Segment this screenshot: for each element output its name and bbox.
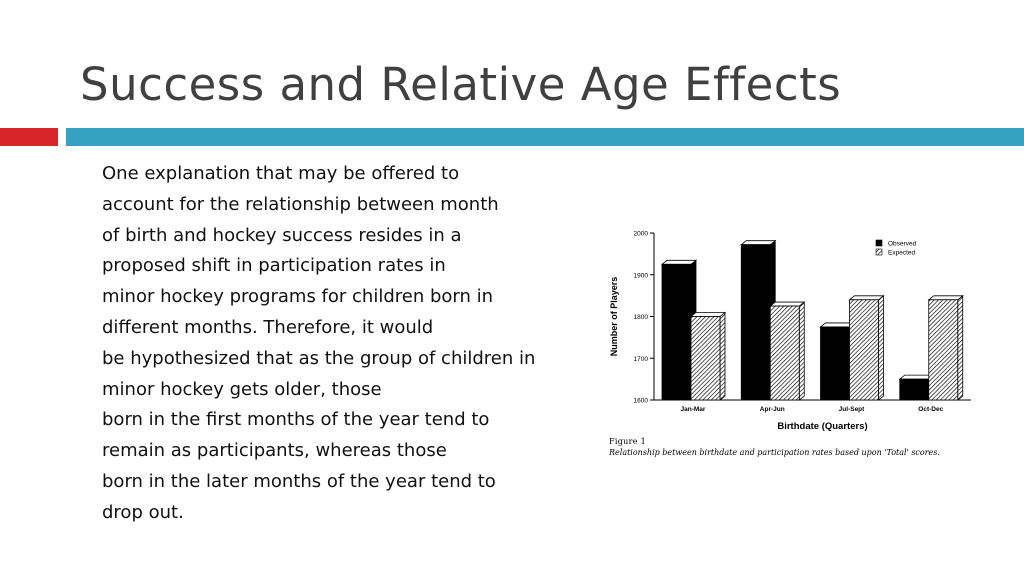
- body-line: remain as participants, whereas those: [102, 440, 447, 462]
- bar-top: [848, 295, 885, 301]
- body-text: One explanation that may be offered to a…: [102, 159, 602, 529]
- slide-title: Success and Relative Age Effects: [80, 58, 842, 111]
- legend-swatch: [875, 239, 883, 247]
- y-axis-label: Number of Players: [609, 277, 619, 357]
- y-tick-label: 1800: [634, 314, 649, 321]
- y-tick-label: 2000: [634, 231, 649, 238]
- bar-side: [878, 294, 884, 401]
- bar-top: [689, 312, 727, 317]
- bar-expected: [769, 305, 800, 401]
- body-line: One explanation that may be offered to: [102, 163, 460, 184]
- bar-top: [927, 295, 964, 301]
- body-line: of birth and hockey success resides in a: [102, 224, 462, 246]
- accent-bar-blue: [66, 128, 1024, 146]
- body-line: drop out.: [102, 501, 184, 523]
- body-line: proposed shift in participation rates in: [102, 255, 446, 277]
- bar-top: [769, 301, 806, 307]
- bar-top: [660, 259, 698, 265]
- bar-observed: [899, 378, 930, 401]
- x-tick-label: Jul-Sept: [839, 406, 865, 413]
- y-tick-label: 1700: [634, 356, 649, 363]
- bar-observed: [661, 263, 692, 401]
- body-line: different months. Therefore, it would: [102, 316, 434, 338]
- bar-side: [719, 311, 726, 401]
- bar-top: [740, 240, 777, 246]
- legend-swatch: [875, 248, 883, 256]
- figure-caption: Relationship between birthdate and parti…: [609, 448, 940, 457]
- x-tick-label: Oct-Dec: [918, 406, 943, 413]
- y-tick-label: 1600: [634, 398, 649, 405]
- body-line: born in the first months of the year ten…: [102, 409, 490, 431]
- bar-expected: [690, 316, 721, 401]
- body-line: born in the later months of the year ten…: [102, 470, 496, 492]
- body-line: account for the relationship between mon…: [102, 193, 499, 215]
- legend-label: Expected: [888, 250, 915, 257]
- bar-observed: [740, 244, 771, 401]
- bar-observed: [820, 326, 850, 401]
- body-line: minor hockey programs for children born …: [102, 286, 494, 308]
- bar-expected: [928, 299, 959, 401]
- bar-side: [957, 294, 964, 401]
- x-tick-label: Jan-Mar: [681, 406, 706, 413]
- bar-side: [798, 301, 805, 401]
- figure-label: Figure 1: [609, 437, 646, 446]
- y-tick-label: 1900: [634, 272, 649, 279]
- accent-bar-red: [0, 128, 58, 146]
- x-axis-label: Birthdate (Quarters): [777, 421, 867, 432]
- x-tick-label: Apr-Jun: [760, 406, 785, 413]
- bar-expected: [849, 299, 879, 401]
- body-line: be hypothesized that as the group of chi…: [102, 347, 536, 369]
- legend-label: Observed: [888, 241, 917, 248]
- birthdate-participation-chart: 1600 1700 1800 1900 2000 Number of Players Jan…: [609, 231, 971, 432]
- body-line: minor hockey gets older, those: [102, 378, 382, 400]
